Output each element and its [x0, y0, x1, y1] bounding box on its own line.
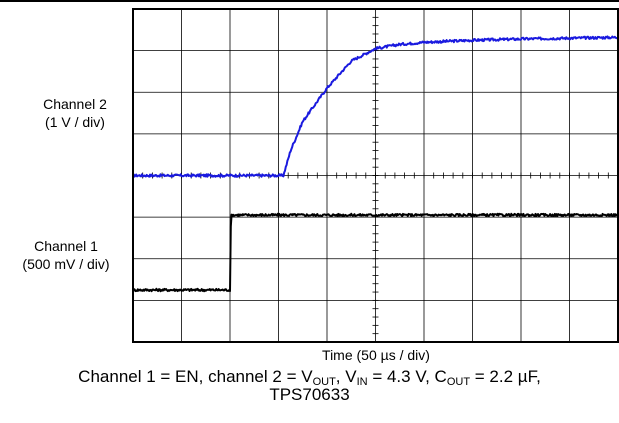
- caption-part-1: Channel 1 = EN, channel 2 = V: [78, 367, 313, 386]
- channel2-label: Channel 2 (1 V / div): [20, 95, 130, 131]
- caption-sub-2: IN: [356, 376, 368, 388]
- caption-part-3: = 4.3 V, C: [367, 367, 447, 386]
- channel2-trace: [132, 35, 619, 178]
- figure-caption: Channel 1 = EN, channel 2 = VOUT, VIN = …: [0, 368, 619, 404]
- oscilloscope-plot: [132, 8, 619, 343]
- plot-grid: [132, 8, 619, 343]
- caption-part-4: = 2.2 µF,: [470, 367, 541, 386]
- channel1-scale: (500 mV / div): [22, 256, 110, 272]
- caption-line-2: TPS70633: [269, 385, 350, 404]
- channel2-name: Channel 2: [43, 96, 107, 112]
- channel1-label: Channel 1 (500 mV / div): [0, 237, 132, 273]
- x-axis-label: Time (50 µs / div): [133, 347, 619, 363]
- caption-sub-3: OUT: [446, 376, 471, 388]
- top-rule: [0, 0, 619, 2]
- plot-traces: [132, 35, 619, 293]
- plot-frame: [132, 8, 619, 343]
- channel1-trace: [132, 212, 619, 293]
- channel2-scale: (1 V / div): [45, 114, 105, 130]
- caption-part-2: , V: [335, 367, 357, 386]
- x-axis-label-post: s / div): [388, 347, 430, 363]
- channel1-name: Channel 1: [34, 238, 98, 254]
- x-axis-label-pre: Time (50: [322, 347, 381, 363]
- caption-sub-1: OUT: [312, 376, 336, 388]
- caption-line-1: Channel 1 = EN, channel 2 = VOUT, VIN = …: [0, 367, 619, 388]
- x-axis-label-mu: µ: [380, 347, 389, 363]
